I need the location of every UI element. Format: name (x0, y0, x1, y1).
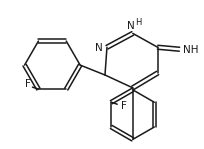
Text: N: N (127, 21, 135, 31)
Text: N: N (95, 43, 103, 53)
Text: F: F (121, 101, 127, 111)
Text: F: F (24, 79, 30, 89)
Text: NH: NH (183, 45, 198, 55)
Text: H: H (136, 18, 142, 27)
